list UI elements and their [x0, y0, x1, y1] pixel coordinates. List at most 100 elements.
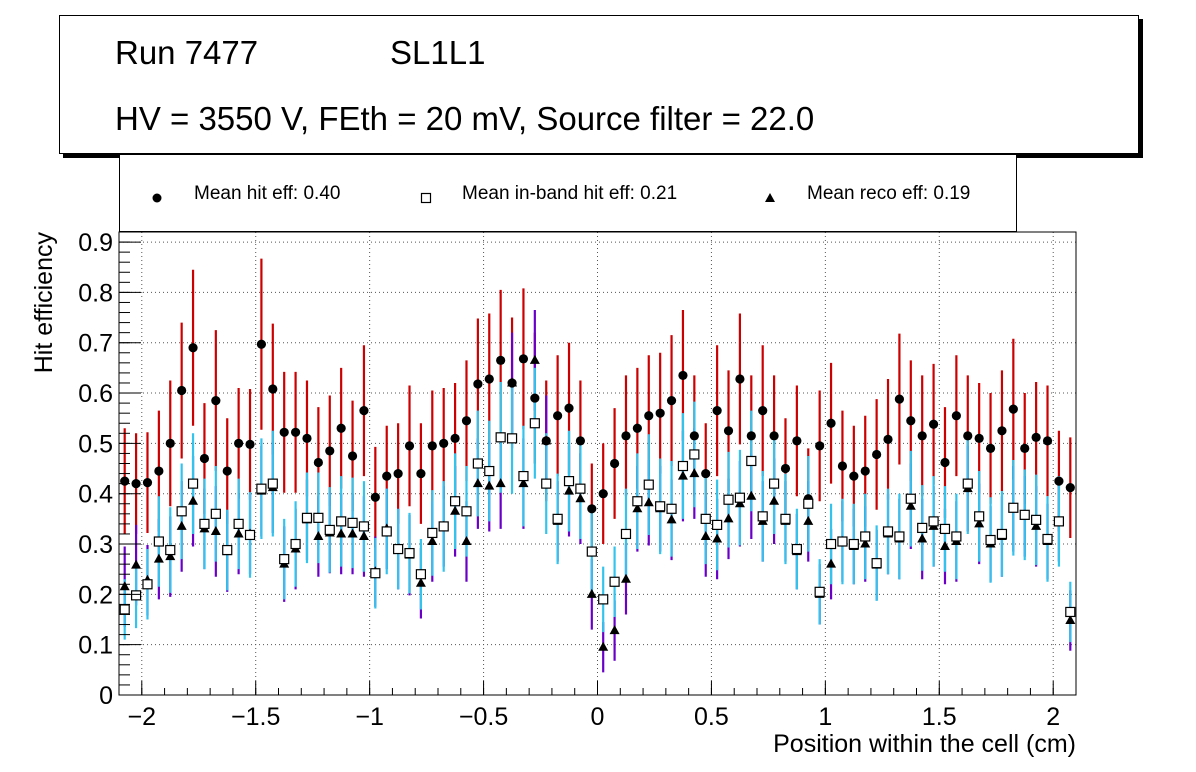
hit-efficiency-point [575, 436, 586, 446]
legend-inband-label: Mean in-band hit eff: 0.21 [462, 183, 678, 204]
hit-efficiency-point [256, 339, 267, 349]
inband-efficiency-point [529, 418, 540, 429]
inband-efficiency-point [882, 526, 894, 537]
hit-efficiency-point [382, 471, 392, 481]
hit-efficiency-point [883, 434, 893, 444]
hit-efficiency-point [461, 416, 472, 426]
inband-efficiency-point [848, 538, 859, 550]
hit-efficiency-point [393, 468, 403, 479]
x-tick-label: −0.5 [459, 703, 508, 731]
legend-hit-label: Mean hit eff: 0.40 [194, 183, 341, 204]
reco-efficiency-point [347, 528, 358, 538]
hit-efficiency-point [142, 478, 153, 488]
reco-efficiency-point [336, 528, 347, 538]
hit-efficiency-point [427, 441, 437, 451]
inband-efficiency-point [495, 432, 506, 443]
hit-efficiency-point [496, 355, 506, 365]
reco-efficiency-point [176, 520, 187, 530]
inband-efficiency-point [985, 534, 996, 546]
reco-efficiency-point [575, 493, 586, 503]
plot-frame [118, 231, 1077, 696]
hit-efficiency-point [439, 438, 449, 448]
reco-efficiency-point [153, 553, 164, 563]
hit-efficiency-point [940, 457, 950, 468]
inband-efficiency-point [609, 576, 620, 587]
inband-efficiency-point [928, 516, 939, 527]
hit-efficiency-point [359, 406, 369, 416]
reco-efficiency-point [188, 495, 199, 505]
inband-efficiency-point [860, 531, 871, 542]
hit-efficiency-point [518, 354, 529, 364]
inband-efficiency-point [256, 483, 267, 494]
inband-efficiency-point [814, 586, 825, 597]
hit-efficiency-point [370, 492, 380, 502]
reco-efficiency-point [1031, 520, 1042, 530]
inband-efficiency-point [666, 503, 677, 514]
reco-efficiency-point [598, 641, 609, 651]
hit-efficiency-point [325, 446, 335, 456]
inband-efficiency-point [165, 544, 176, 556]
inband-efficiency-point [153, 536, 164, 547]
x-tick-label: 1.5 [922, 703, 957, 731]
y-tick-label: 0.3 [78, 531, 113, 559]
inband-efficiency-point [962, 478, 973, 489]
inband-efficiency-point [427, 527, 438, 539]
inband-efficiency-point [655, 501, 666, 512]
hit-efficiency-point [177, 385, 187, 396]
hit-efficiency-point [701, 468, 711, 479]
inband-efficiency-point [301, 512, 313, 523]
reco-efficiency-point [689, 468, 700, 478]
hit-efficiency-point [609, 458, 620, 469]
reco-efficiency-point [826, 558, 837, 568]
x-tick-label: −2 [128, 703, 157, 731]
inband-efficiency-point [518, 470, 529, 482]
hit-efficiency-point [849, 471, 859, 481]
inband-efficiency-point [187, 478, 199, 489]
inband-efficiency-point [1031, 514, 1042, 525]
hit-efficiency-point [279, 427, 289, 437]
hit-efficiency-point [997, 426, 1007, 436]
reco-efficiency-point [518, 478, 529, 488]
inband-efficiency-point [472, 458, 483, 469]
x-tick-label: 0 [591, 703, 605, 731]
hit-efficiency-point [120, 476, 130, 486]
hit-efficiency-point [347, 451, 358, 461]
inband-efficiency-point [449, 496, 461, 507]
hit-efficiency-point [632, 423, 642, 433]
reco-efficiency-point [939, 541, 950, 551]
x-axis-label: Position within the cell (cm) [773, 730, 1076, 758]
reco-efficiency-point [803, 515, 814, 525]
reco-efficiency-point [165, 551, 176, 561]
inband-efficiency-point [506, 433, 518, 444]
hit-efficiency-point [655, 408, 665, 418]
hit-efficiency-point [894, 394, 905, 404]
hit-efficiency-point [769, 431, 779, 441]
hit-efficiency-point [598, 489, 608, 499]
inband-efficiency-point [404, 547, 415, 559]
inband-efficiency-point [905, 493, 916, 504]
reco-efficiency-point [643, 497, 654, 507]
hit-efficiency-point [450, 433, 460, 443]
hit-efficiency-point [234, 438, 244, 448]
inband-efficiency-point [484, 465, 495, 477]
inband-efficiency-point [541, 478, 552, 489]
y-tick-label: 0.1 [78, 632, 113, 660]
run-conditions: HV = 3550 V, FEth = 20 mV, Source filter… [115, 100, 815, 137]
hit-efficiency-point [530, 393, 540, 403]
hit-efficiency-point [154, 466, 164, 476]
inband-efficiency-point [438, 521, 449, 532]
reco-efficiency-point [917, 533, 928, 543]
reco-efficiency-point [586, 588, 597, 598]
reco-efficiency-point [700, 530, 711, 540]
hit-efficiency-point [666, 395, 677, 406]
reco-efficiency-point [564, 485, 575, 495]
inband-efficiency-point [222, 544, 233, 556]
inband-efficiency-point [347, 517, 358, 528]
hit-efficiency-point [1054, 476, 1064, 486]
inband-efficiency-point [370, 568, 381, 579]
hit-efficiency-point [188, 343, 198, 353]
y-axis-label: Hit efficiency [30, 232, 58, 374]
hit-efficiency-point [302, 433, 312, 443]
hit-efficiency-point [712, 406, 722, 416]
hit-efficiency-point [313, 457, 323, 468]
